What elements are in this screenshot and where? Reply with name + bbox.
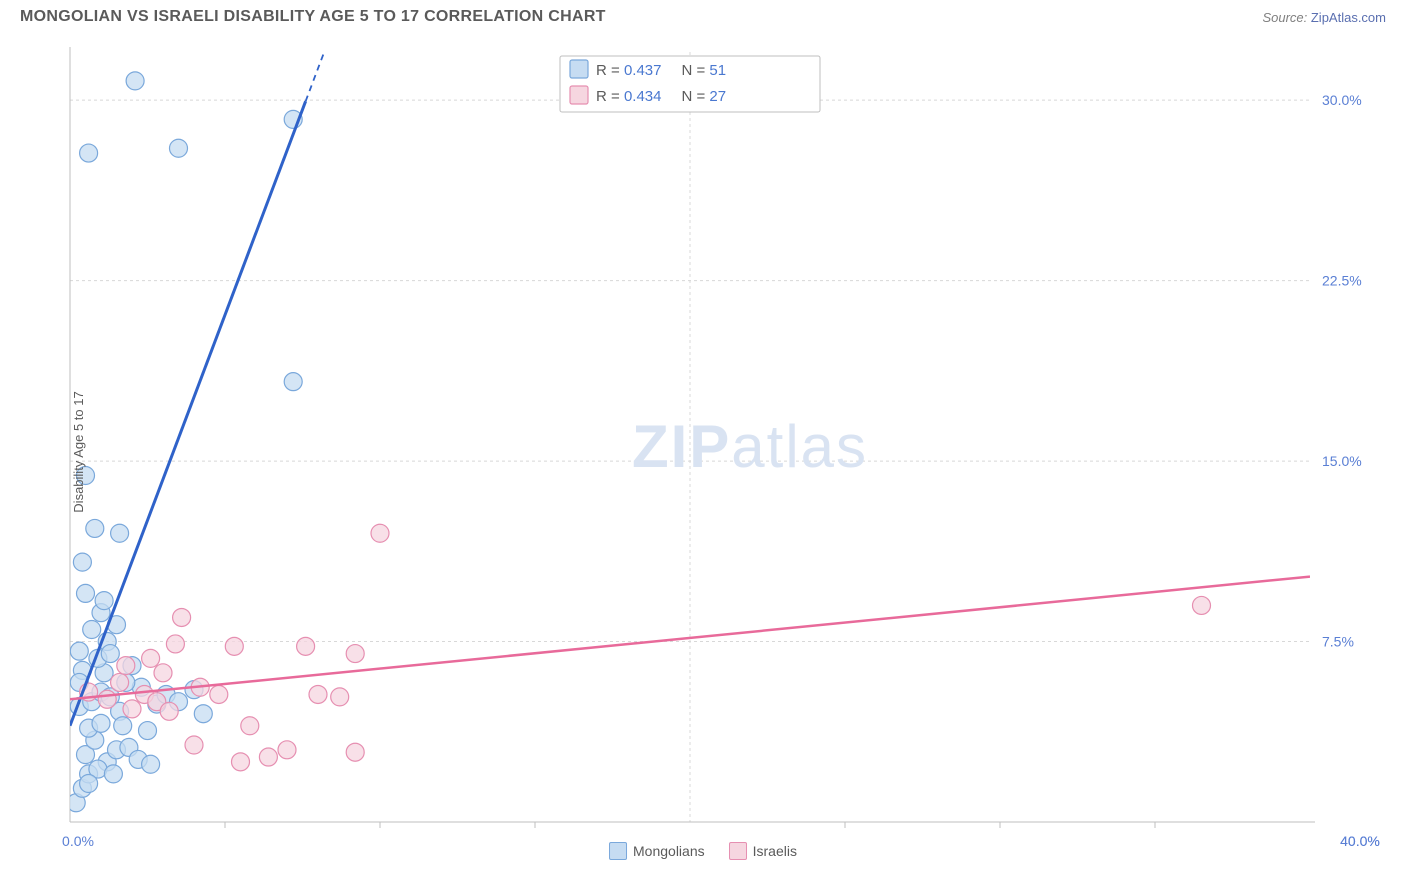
data-point (104, 765, 122, 783)
chart-container: Disability Age 5 to 17 7.5%15.0%22.5%30.… (20, 32, 1386, 872)
data-point (284, 373, 302, 391)
data-point (80, 775, 98, 793)
correlation-scatter-chart: 7.5%15.0%22.5%30.0%0.0%40.0%40.0%ZIPatla… (20, 32, 1386, 872)
legend-label: Mongolians (633, 843, 705, 859)
data-point (117, 657, 135, 675)
x-tick-label: 40.0% (1340, 833, 1380, 849)
data-point (173, 608, 191, 626)
data-point (346, 743, 364, 761)
data-point (225, 637, 243, 655)
data-point (123, 700, 141, 718)
data-point (142, 649, 160, 667)
legend-stat-row: R = 0.437N = 51 (596, 62, 726, 79)
data-point (170, 139, 188, 157)
data-point (309, 685, 327, 703)
legend-swatch (729, 842, 747, 860)
legend-swatch (570, 60, 588, 78)
source-link[interactable]: ZipAtlas.com (1311, 10, 1386, 25)
data-point (259, 748, 277, 766)
data-point (83, 621, 101, 639)
data-point (194, 705, 212, 723)
data-point (73, 553, 91, 571)
data-point (70, 642, 88, 660)
legend-label: Israelis (753, 843, 797, 859)
source-prefix: Source: (1262, 10, 1310, 25)
series-legend: Mongolians Israelis (609, 842, 797, 860)
data-point (346, 645, 364, 663)
data-point (126, 72, 144, 90)
watermark: ZIPatlas (632, 413, 868, 480)
data-point (139, 722, 157, 740)
data-point (95, 592, 113, 610)
data-point (86, 519, 104, 537)
source-attribution: Source: ZipAtlas.com (1262, 10, 1386, 25)
data-point (111, 524, 129, 542)
data-point (77, 584, 95, 602)
chart-header: MONGOLIAN VS ISRAELI DISABILITY AGE 5 TO… (0, 0, 1406, 32)
data-point (114, 717, 132, 735)
data-point (166, 635, 184, 653)
trend-line-dashed (306, 52, 325, 101)
data-point (241, 717, 259, 735)
legend-item: Mongolians (609, 842, 705, 860)
data-point (297, 637, 315, 655)
data-point (142, 755, 160, 773)
legend-swatch (570, 86, 588, 104)
x-tick-label: 0.0% (62, 833, 94, 849)
y-tick-label: 15.0% (1322, 453, 1362, 469)
data-point (278, 741, 296, 759)
trend-line (70, 101, 306, 725)
legend-swatch (609, 842, 627, 860)
data-point (331, 688, 349, 706)
data-point (1193, 596, 1211, 614)
data-point (185, 736, 203, 754)
data-point (80, 144, 98, 162)
data-point (371, 524, 389, 542)
y-tick-label: 7.5% (1322, 634, 1354, 650)
chart-title: MONGOLIAN VS ISRAELI DISABILITY AGE 5 TO… (20, 8, 606, 26)
data-point (210, 685, 228, 703)
data-point (101, 645, 119, 663)
data-point (98, 690, 116, 708)
legend-stat-row: R = 0.434N = 27 (596, 88, 726, 105)
y-tick-label: 22.5% (1322, 273, 1362, 289)
legend-item: Israelis (729, 842, 797, 860)
y-tick-label: 30.0% (1322, 92, 1362, 108)
data-point (92, 714, 110, 732)
y-axis-label: Disability Age 5 to 17 (71, 391, 86, 512)
data-point (160, 702, 178, 720)
data-point (232, 753, 250, 771)
data-point (154, 664, 172, 682)
data-point (111, 673, 129, 691)
